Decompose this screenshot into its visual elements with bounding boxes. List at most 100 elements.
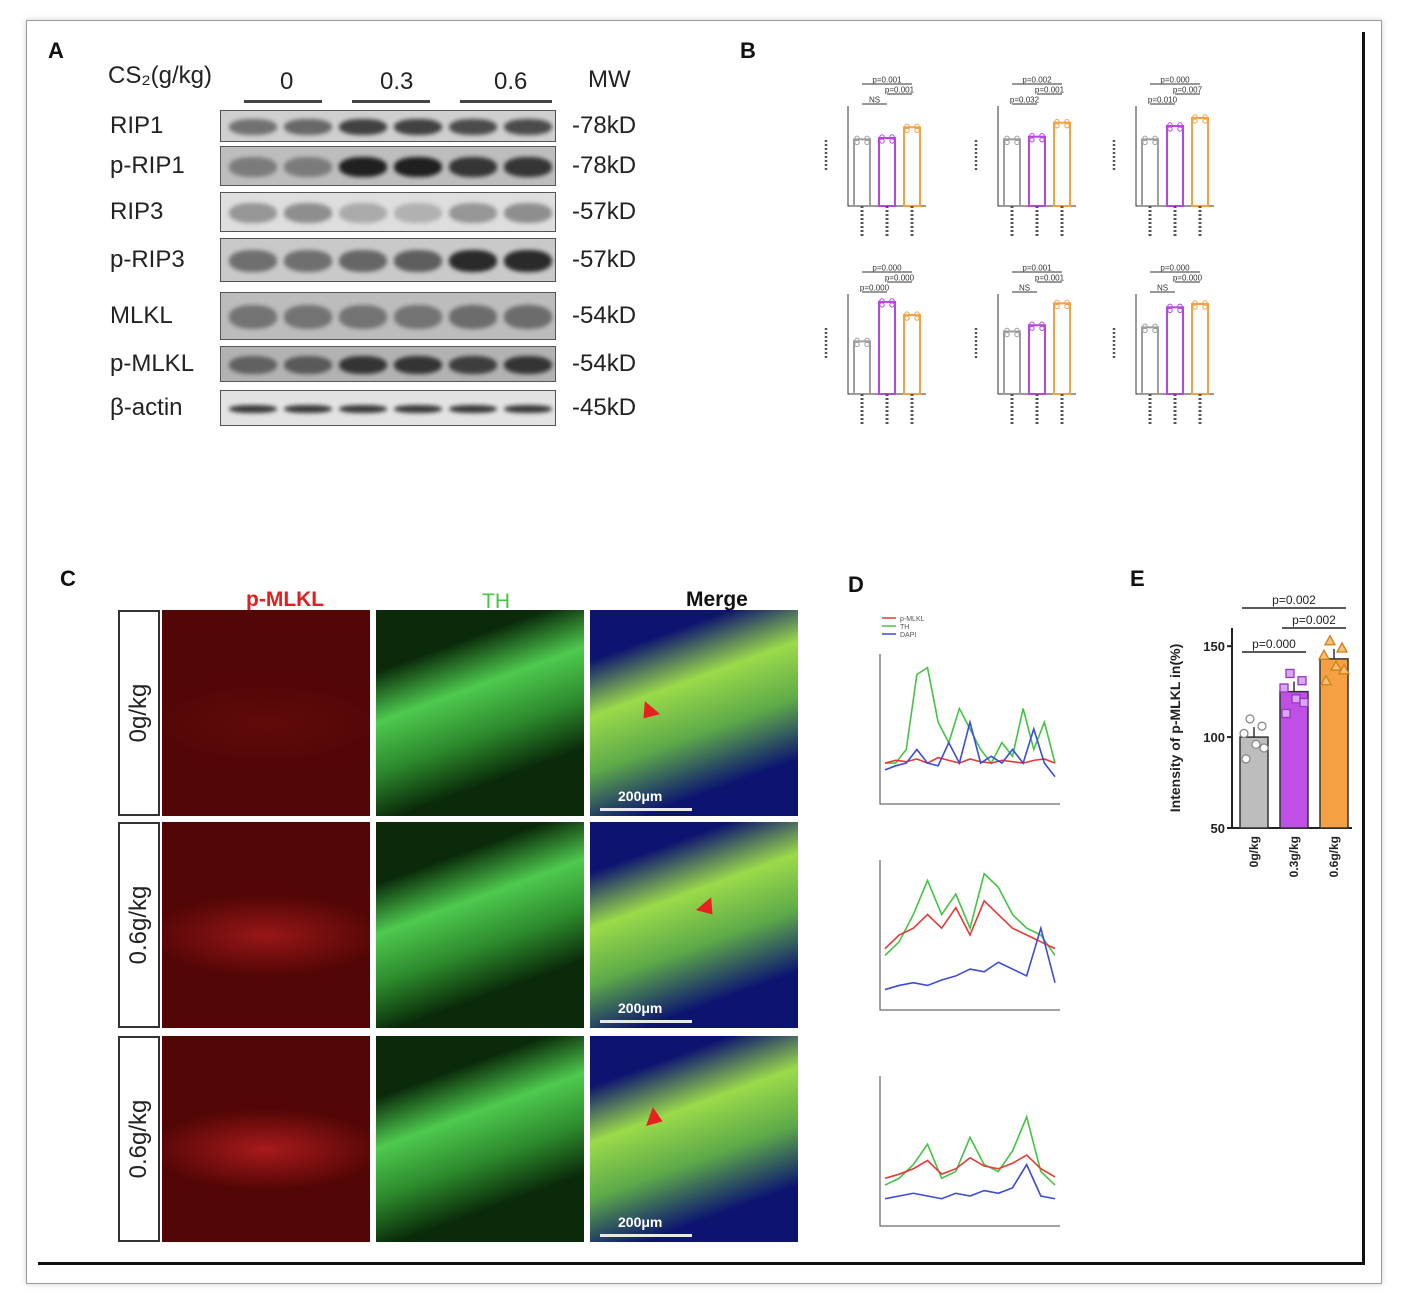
mini-point [879, 302, 885, 308]
profile-axis [879, 860, 1060, 1011]
mini-point [1014, 331, 1020, 338]
mini-point [864, 139, 870, 146]
e-point [1323, 634, 1337, 646]
wb-row-mw: -78kD [572, 152, 637, 179]
profile-line-dapi [884, 718, 1056, 778]
merge-image [590, 610, 798, 816]
scale-bar [600, 1234, 692, 1237]
red-arrow-icon [695, 897, 721, 921]
col-head-pmlkl: p-MLKL [246, 588, 325, 611]
wb-band [504, 203, 552, 223]
mini-pvalue: NS [869, 96, 880, 105]
figure-right-rule [1362, 32, 1365, 1264]
wb-band [504, 157, 552, 177]
mini-bar [903, 314, 921, 395]
mini-point [1064, 122, 1070, 129]
panel-e-letter: E [1130, 566, 1145, 591]
wb-row-label: p-RIP1 [110, 152, 185, 179]
mini-point [864, 341, 870, 348]
wb-blot-4 [220, 292, 556, 340]
mini-axis [997, 106, 1076, 207]
wb-band [394, 305, 442, 329]
row-label-box [118, 822, 160, 1028]
wb-row-label: MLKL [110, 302, 173, 329]
panel-e-chart: 50 100 150 Intensity of p-MLKL in(%) 0g/kg 0.… [1167, 593, 1352, 877]
wb-blot-5 [220, 346, 556, 382]
mini-point [1004, 331, 1010, 338]
scale-bar [600, 808, 692, 811]
wb-row-label: RIP3 [110, 198, 164, 225]
mini-point [1142, 139, 1148, 146]
mini-axis [997, 294, 1076, 395]
wb-band [339, 250, 387, 272]
wb-blot-3 [220, 238, 556, 282]
e-point [1257, 721, 1267, 731]
e-point [1281, 708, 1291, 719]
wb-row-mw: -78kD [572, 112, 637, 139]
mini-point [1167, 126, 1173, 132]
mini-pvalue: p=0.001 [1035, 274, 1065, 283]
wb-blot-6 [220, 390, 556, 426]
wb-band [449, 250, 497, 272]
e-point [1279, 683, 1289, 693]
row-label: 0g/kg [125, 683, 152, 743]
mini-point [914, 315, 920, 321]
wb-band [394, 250, 442, 272]
profile-legend-label: DAPI [900, 632, 916, 639]
mini-point [1152, 139, 1158, 146]
panel-c-letter: C [60, 566, 76, 591]
mini-axis [1135, 294, 1214, 395]
mini-pvalue: p=0.001 [885, 86, 915, 95]
wb-band [229, 305, 277, 329]
mini-point [889, 302, 895, 308]
mini-axis [847, 294, 926, 395]
mini-pvalue: p=0.002 [1022, 76, 1052, 85]
profile-line-p-mlkl [884, 899, 1056, 950]
mini-point [1202, 304, 1208, 310]
wb-band [284, 119, 332, 135]
mini-point [1192, 304, 1198, 310]
wb-band [229, 356, 277, 374]
merge-image [590, 1036, 798, 1242]
wb-band [339, 119, 387, 135]
mini-point [1054, 303, 1060, 310]
row-label-box [118, 1036, 160, 1242]
mini-pvalue: p=0.000 [872, 264, 902, 273]
e-pvalue: p=0.000 [1252, 637, 1296, 651]
mini-pvalue: p=0.001 [1022, 264, 1052, 273]
profile-line-dapi [884, 1162, 1056, 1200]
e-point [1291, 694, 1301, 704]
mini-bar [1141, 326, 1159, 395]
mini-pvalue: p=0.001 [1035, 86, 1065, 95]
mini-point [1142, 327, 1148, 334]
mini-point [889, 138, 895, 144]
wb-band [229, 157, 277, 177]
wb-band [229, 203, 277, 223]
profile-line-p-mlkl [884, 1154, 1056, 1180]
wb-band [449, 305, 497, 329]
wb-mw-header: MW [588, 66, 631, 93]
mini-bar [853, 340, 871, 396]
mini-point [1004, 139, 1010, 146]
wb-band [394, 356, 442, 374]
wb-row-label: β-actin [110, 394, 183, 421]
mini-bar [1028, 135, 1046, 207]
merge-image [590, 822, 798, 1028]
mini-point [1192, 118, 1198, 124]
mini-point [904, 127, 910, 134]
mini-point [1029, 325, 1035, 331]
e-point [1329, 659, 1343, 671]
mini-bar [853, 138, 871, 207]
mini-pvalue: p=0.000 [1173, 274, 1203, 283]
wb-band [284, 405, 332, 413]
wb-band [504, 250, 552, 272]
mini-point [914, 127, 920, 134]
profile-line-th [884, 1114, 1056, 1186]
e-point [1251, 739, 1261, 750]
panel-d-letter: D [848, 572, 864, 597]
mini-pvalue: p=0.001 [872, 76, 902, 85]
